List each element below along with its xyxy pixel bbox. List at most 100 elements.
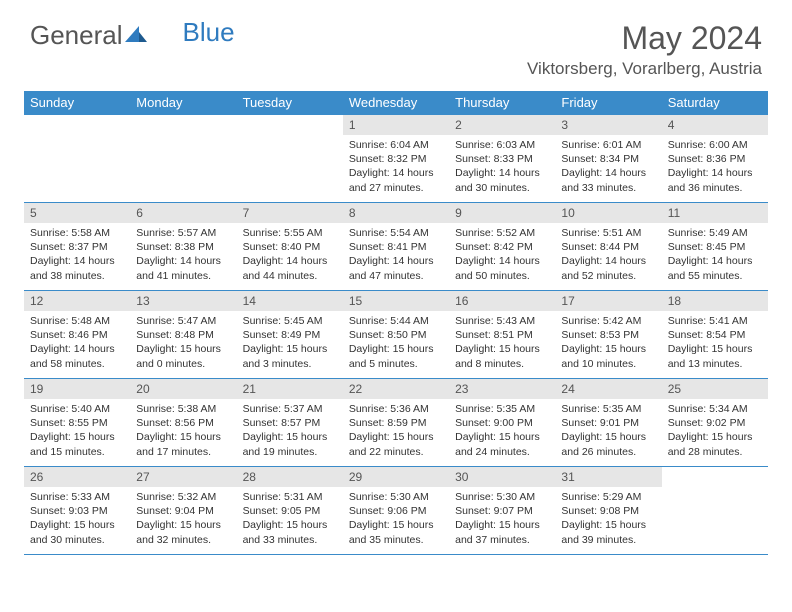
- day-cell: 14Sunrise: 5:45 AMSunset: 8:49 PMDayligh…: [237, 291, 343, 379]
- day-cell: 17Sunrise: 5:42 AMSunset: 8:53 PMDayligh…: [555, 291, 661, 379]
- day-number: 5: [24, 203, 130, 223]
- logo-text-2: Blue: [183, 17, 235, 48]
- day-cell: 9Sunrise: 5:52 AMSunset: 8:42 PMDaylight…: [449, 203, 555, 291]
- day-number: 17: [555, 291, 661, 311]
- day-number: 7: [237, 203, 343, 223]
- day-cell: 2Sunrise: 6:03 AMSunset: 8:33 PMDaylight…: [449, 115, 555, 203]
- day-cell: 6Sunrise: 5:57 AMSunset: 8:38 PMDaylight…: [130, 203, 236, 291]
- month-title: May 2024: [527, 20, 762, 57]
- day-details: Sunrise: 5:57 AMSunset: 8:38 PMDaylight:…: [130, 223, 236, 287]
- day-cell: 27Sunrise: 5:32 AMSunset: 9:04 PMDayligh…: [130, 467, 236, 555]
- week-row: 5Sunrise: 5:58 AMSunset: 8:37 PMDaylight…: [24, 203, 768, 291]
- day-details: Sunrise: 5:33 AMSunset: 9:03 PMDaylight:…: [24, 487, 130, 551]
- day-header: Saturday: [662, 91, 768, 115]
- day-details: Sunrise: 5:30 AMSunset: 9:06 PMDaylight:…: [343, 487, 449, 551]
- day-number: 10: [555, 203, 661, 223]
- day-details: Sunrise: 5:47 AMSunset: 8:48 PMDaylight:…: [130, 311, 236, 375]
- day-details: Sunrise: 6:01 AMSunset: 8:34 PMDaylight:…: [555, 135, 661, 199]
- week-row: 19Sunrise: 5:40 AMSunset: 8:55 PMDayligh…: [24, 379, 768, 467]
- day-number: 2: [449, 115, 555, 135]
- day-details: Sunrise: 5:40 AMSunset: 8:55 PMDaylight:…: [24, 399, 130, 463]
- day-cell: 20Sunrise: 5:38 AMSunset: 8:56 PMDayligh…: [130, 379, 236, 467]
- day-header: Monday: [130, 91, 236, 115]
- day-number: 29: [343, 467, 449, 487]
- day-number: 11: [662, 203, 768, 223]
- day-details: Sunrise: 5:48 AMSunset: 8:46 PMDaylight:…: [24, 311, 130, 375]
- day-details: Sunrise: 5:51 AMSunset: 8:44 PMDaylight:…: [555, 223, 661, 287]
- day-header: Tuesday: [237, 91, 343, 115]
- day-cell: 3Sunrise: 6:01 AMSunset: 8:34 PMDaylight…: [555, 115, 661, 203]
- day-cell: 23Sunrise: 5:35 AMSunset: 9:00 PMDayligh…: [449, 379, 555, 467]
- day-details: Sunrise: 5:44 AMSunset: 8:50 PMDaylight:…: [343, 311, 449, 375]
- calendar-body: . . . 1Sunrise: 6:04 AMSunset: 8:32 PMDa…: [24, 115, 768, 555]
- day-number: 22: [343, 379, 449, 399]
- day-number: 23: [449, 379, 555, 399]
- day-cell: 1Sunrise: 6:04 AMSunset: 8:32 PMDaylight…: [343, 115, 449, 203]
- day-cell: 29Sunrise: 5:30 AMSunset: 9:06 PMDayligh…: [343, 467, 449, 555]
- triangle-icon: [125, 20, 147, 51]
- day-details: Sunrise: 6:03 AMSunset: 8:33 PMDaylight:…: [449, 135, 555, 199]
- day-header: Sunday: [24, 91, 130, 115]
- day-details: Sunrise: 5:41 AMSunset: 8:54 PMDaylight:…: [662, 311, 768, 375]
- day-cell: .: [24, 115, 130, 203]
- day-number: 6: [130, 203, 236, 223]
- day-cell: 16Sunrise: 5:43 AMSunset: 8:51 PMDayligh…: [449, 291, 555, 379]
- day-details: Sunrise: 5:58 AMSunset: 8:37 PMDaylight:…: [24, 223, 130, 287]
- day-cell: .: [130, 115, 236, 203]
- day-number: 28: [237, 467, 343, 487]
- day-cell: 19Sunrise: 5:40 AMSunset: 8:55 PMDayligh…: [24, 379, 130, 467]
- day-details: Sunrise: 5:32 AMSunset: 9:04 PMDaylight:…: [130, 487, 236, 551]
- day-number: 25: [662, 379, 768, 399]
- day-number: 9: [449, 203, 555, 223]
- day-number: 14: [237, 291, 343, 311]
- day-details: Sunrise: 5:43 AMSunset: 8:51 PMDaylight:…: [449, 311, 555, 375]
- day-number: 31: [555, 467, 661, 487]
- day-number: 24: [555, 379, 661, 399]
- logo-text-1: General: [30, 20, 123, 51]
- day-cell: 4Sunrise: 6:00 AMSunset: 8:36 PMDaylight…: [662, 115, 768, 203]
- day-cell: .: [237, 115, 343, 203]
- header: General Blue May 2024 Viktorsberg, Vorar…: [0, 0, 792, 87]
- day-details: Sunrise: 6:04 AMSunset: 8:32 PMDaylight:…: [343, 135, 449, 199]
- day-details: Sunrise: 5:42 AMSunset: 8:53 PMDaylight:…: [555, 311, 661, 375]
- day-number: 1: [343, 115, 449, 135]
- day-number: 15: [343, 291, 449, 311]
- calendar-table: SundayMondayTuesdayWednesdayThursdayFrid…: [24, 91, 768, 555]
- day-cell: 30Sunrise: 5:30 AMSunset: 9:07 PMDayligh…: [449, 467, 555, 555]
- day-number: 13: [130, 291, 236, 311]
- day-cell: 10Sunrise: 5:51 AMSunset: 8:44 PMDayligh…: [555, 203, 661, 291]
- day-details: Sunrise: 5:55 AMSunset: 8:40 PMDaylight:…: [237, 223, 343, 287]
- day-header: Friday: [555, 91, 661, 115]
- day-cell: 11Sunrise: 5:49 AMSunset: 8:45 PMDayligh…: [662, 203, 768, 291]
- day-details: Sunrise: 5:52 AMSunset: 8:42 PMDaylight:…: [449, 223, 555, 287]
- day-number: 20: [130, 379, 236, 399]
- day-cell: .: [662, 467, 768, 555]
- day-cell: 25Sunrise: 5:34 AMSunset: 9:02 PMDayligh…: [662, 379, 768, 467]
- day-details: Sunrise: 5:29 AMSunset: 9:08 PMDaylight:…: [555, 487, 661, 551]
- logo: General Blue: [30, 20, 235, 51]
- week-row: 26Sunrise: 5:33 AMSunset: 9:03 PMDayligh…: [24, 467, 768, 555]
- day-details: Sunrise: 5:36 AMSunset: 8:59 PMDaylight:…: [343, 399, 449, 463]
- day-number: 21: [237, 379, 343, 399]
- day-details: Sunrise: 6:00 AMSunset: 8:36 PMDaylight:…: [662, 135, 768, 199]
- day-details: Sunrise: 5:38 AMSunset: 8:56 PMDaylight:…: [130, 399, 236, 463]
- day-number: 16: [449, 291, 555, 311]
- day-cell: 13Sunrise: 5:47 AMSunset: 8:48 PMDayligh…: [130, 291, 236, 379]
- day-number: 4: [662, 115, 768, 135]
- day-number: 12: [24, 291, 130, 311]
- day-cell: 21Sunrise: 5:37 AMSunset: 8:57 PMDayligh…: [237, 379, 343, 467]
- day-number: 30: [449, 467, 555, 487]
- day-cell: 31Sunrise: 5:29 AMSunset: 9:08 PMDayligh…: [555, 467, 661, 555]
- day-details: Sunrise: 5:35 AMSunset: 9:00 PMDaylight:…: [449, 399, 555, 463]
- day-cell: 15Sunrise: 5:44 AMSunset: 8:50 PMDayligh…: [343, 291, 449, 379]
- day-cell: 12Sunrise: 5:48 AMSunset: 8:46 PMDayligh…: [24, 291, 130, 379]
- day-number: 19: [24, 379, 130, 399]
- day-number: 27: [130, 467, 236, 487]
- day-details: Sunrise: 5:45 AMSunset: 8:49 PMDaylight:…: [237, 311, 343, 375]
- day-details: Sunrise: 5:35 AMSunset: 9:01 PMDaylight:…: [555, 399, 661, 463]
- day-header: Thursday: [449, 91, 555, 115]
- location: Viktorsberg, Vorarlberg, Austria: [527, 59, 762, 79]
- day-header: Wednesday: [343, 91, 449, 115]
- day-details: Sunrise: 5:49 AMSunset: 8:45 PMDaylight:…: [662, 223, 768, 287]
- day-number: 3: [555, 115, 661, 135]
